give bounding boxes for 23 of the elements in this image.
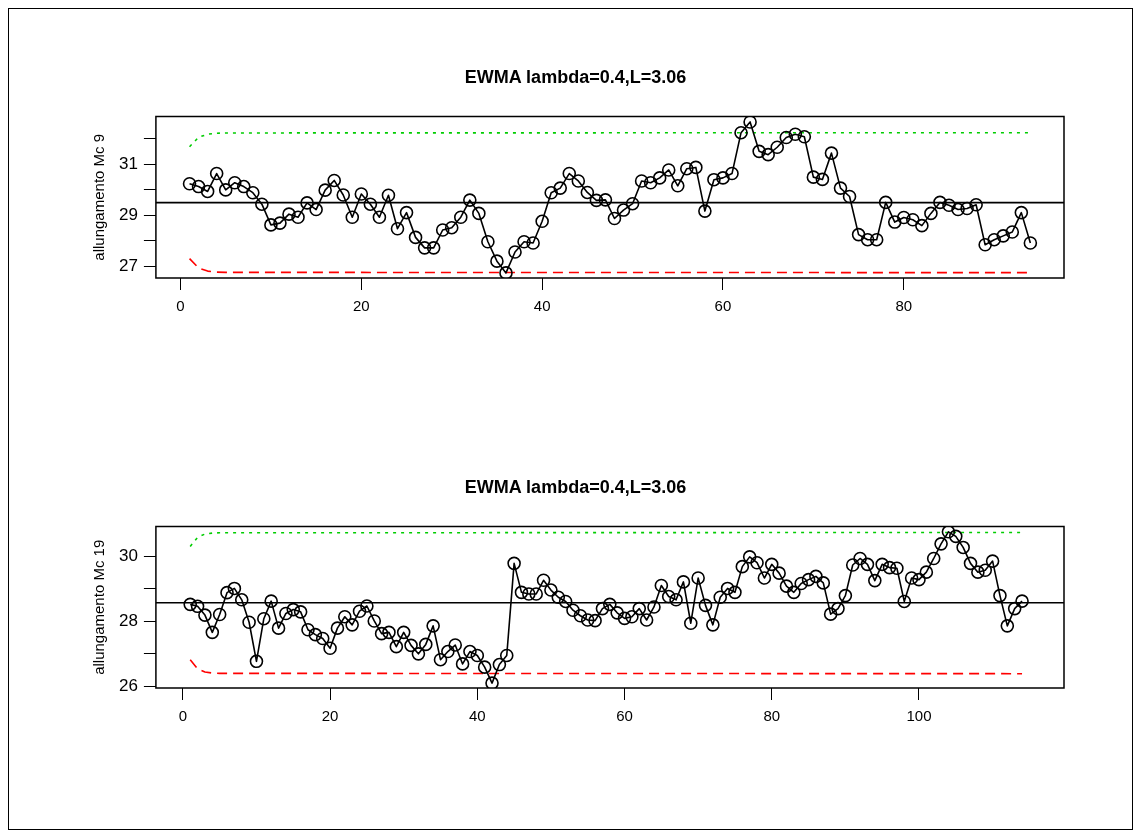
- line-series: [189, 531, 1023, 548]
- x-tick-label: 20: [352, 297, 370, 315]
- y-tick-label: 30: [118, 545, 138, 565]
- y-axis-title: allungamento Mc 19: [90, 539, 108, 675]
- chart-title: EWMA lambda=0.4,L=3.06: [464, 66, 687, 87]
- y-tick-label: 28: [118, 610, 138, 630]
- y-axis-title: allungamento Mc 9: [90, 133, 108, 261]
- x-tick-label: 60: [714, 297, 732, 315]
- x-tick-label: 80: [895, 297, 913, 315]
- x-tick-label: 20: [321, 707, 339, 725]
- y-tick-label: 27: [118, 256, 138, 276]
- line-series: [189, 658, 1023, 675]
- x-tick-label: 0: [176, 297, 185, 315]
- x-tick-label: 40: [533, 297, 551, 315]
- x-tick-label: 0: [178, 707, 188, 725]
- x-tick-label: 40: [468, 707, 486, 725]
- chart-title: EWMA lambda=0.4,L=3.06: [464, 476, 687, 497]
- y-tick-label: 29: [118, 205, 138, 225]
- x-tick-label: 80: [763, 707, 781, 725]
- y-tick-label: 31: [118, 154, 138, 174]
- x-tick-label: 100: [906, 707, 932, 725]
- x-tick-label: 60: [616, 707, 633, 725]
- y-tick-label: 26: [118, 676, 138, 696]
